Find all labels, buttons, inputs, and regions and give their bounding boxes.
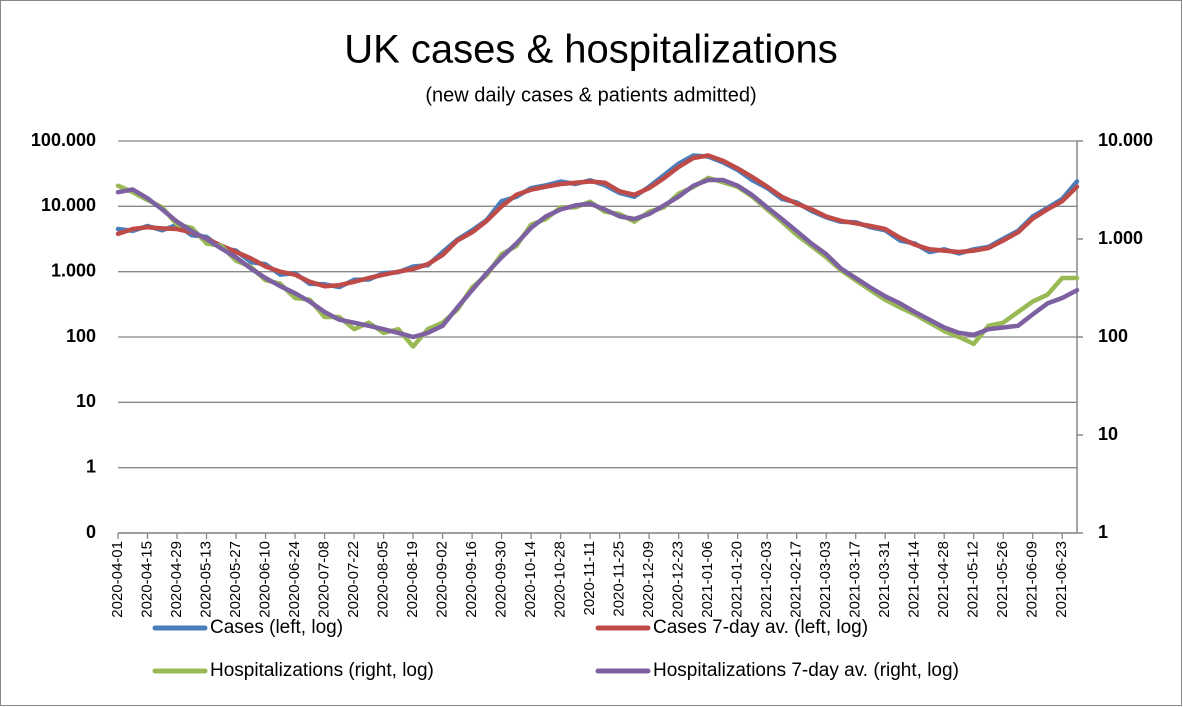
x-tick-label: 2020-07-08 — [316, 541, 333, 618]
x-tick-label: 2020-07-22 — [345, 541, 362, 618]
x-tick-label: 2020-12-23 — [670, 541, 687, 618]
x-tick-label: 2020-08-19 — [404, 541, 421, 618]
x-tick-label: 2020-04-29 — [168, 541, 185, 618]
x-tick-label: 2021-04-28 — [935, 541, 952, 618]
x-tick-label: 2020-04-01 — [109, 541, 126, 618]
x-tick-label: 2021-06-09 — [1024, 541, 1041, 618]
y-tick-label: 10.000 — [41, 195, 96, 215]
y-tick-label: 0 — [86, 522, 96, 542]
chart-title: UK cases & hospitalizations — [344, 28, 838, 72]
x-tick-label: 2020-11-25 — [611, 541, 628, 617]
y-tick-label: 1.000 — [51, 260, 96, 280]
x-tick-label: 2020-10-28 — [552, 541, 569, 618]
chart-subtitle: (new daily cases & patients admitted) — [425, 84, 756, 106]
x-tick-label: 2020-09-16 — [463, 541, 480, 618]
x-tick-label: 2021-05-12 — [965, 541, 982, 618]
series-line — [115, 177, 1080, 340]
x-tick-label: 2020-06-24 — [286, 541, 303, 618]
x-tick-label: 2021-02-03 — [758, 541, 775, 618]
y2-tick-label: 100 — [1098, 326, 1128, 346]
x-tick-label: 2020-10-14 — [522, 541, 539, 618]
x-tick-label: 2020-09-30 — [493, 541, 510, 618]
y2-tick-label: 10 — [1098, 424, 1118, 444]
legend-label: Cases 7-day av. (left, log) — [653, 617, 868, 638]
y-tick-label: 10 — [76, 391, 96, 411]
x-tick-label: 2020-12-09 — [640, 541, 657, 618]
y-tick-label: 1 — [86, 456, 96, 476]
x-tick-label: 2021-01-20 — [729, 541, 746, 618]
x-tick-label: 2021-03-03 — [817, 541, 834, 618]
y2-tick-label: 1.000 — [1098, 228, 1143, 248]
x-tick-label: 2020-11-11 — [581, 541, 598, 616]
x-tick-label: 2020-04-15 — [138, 541, 155, 618]
x-tick-label: 2021-03-17 — [847, 541, 864, 618]
y-tick-label: 100 — [66, 326, 96, 346]
y2-tick-label: 10.000 — [1098, 130, 1153, 150]
x-tick-label: 2021-06-23 — [1053, 541, 1070, 618]
legend-label: Hospitalizations 7-day av. (right, log) — [653, 660, 959, 681]
x-tick-label: 2020-05-27 — [227, 541, 244, 618]
x-tick-label: 2021-01-06 — [699, 541, 716, 618]
x-tick-label: 2020-09-02 — [434, 541, 451, 618]
y2-tick-label: 1 — [1098, 522, 1108, 542]
x-tick-label: 2021-03-31 — [876, 541, 893, 618]
x-tick-label: 2021-05-26 — [994, 541, 1011, 618]
legend-label: Hospitalizations (right, log) — [210, 660, 434, 681]
x-tick-label: 2020-06-10 — [257, 541, 274, 618]
y-tick-label: 100.000 — [31, 130, 96, 150]
x-tick-label: 2021-02-17 — [788, 541, 805, 618]
x-tick-label: 2020-08-05 — [375, 541, 392, 618]
x-tick-label: 2020-05-13 — [197, 541, 214, 618]
legend-label: Cases (left, log) — [210, 617, 343, 638]
x-tick-label: 2021-04-14 — [906, 541, 923, 618]
series-line — [115, 153, 1080, 289]
